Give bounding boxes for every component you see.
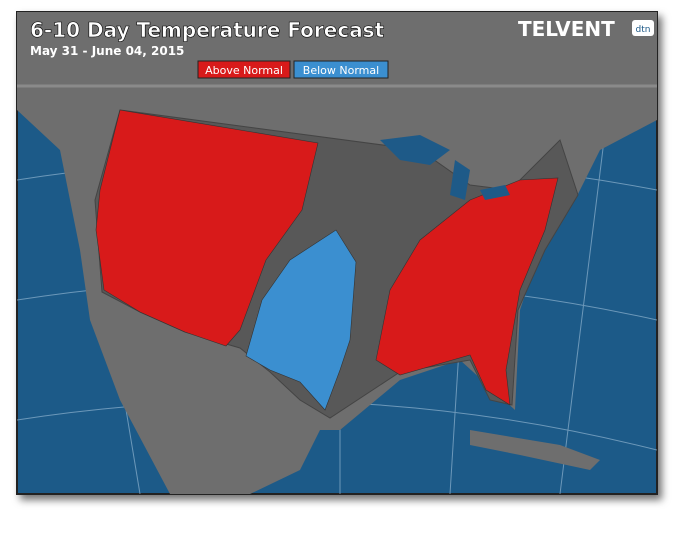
legend-label: Above Normal (205, 64, 283, 77)
logo-badge: dtn (636, 25, 651, 35)
subtitle: May 31 - June 04, 2015 (30, 44, 184, 58)
title: 6-10 Day Temperature Forecast (30, 18, 385, 42)
logo-badge-bg (632, 20, 654, 36)
above-normal-east (375, 177, 559, 406)
legend-label: Below Normal (303, 64, 379, 77)
land-cuba (470, 430, 600, 470)
above-normal-west (95, 109, 319, 347)
logo: TELVENT (518, 17, 615, 41)
map-body (17, 12, 657, 494)
legend-swatch (197, 60, 291, 79)
below-normal-central (245, 229, 357, 411)
great-lakes (380, 135, 510, 200)
legend-swatch (293, 60, 389, 79)
